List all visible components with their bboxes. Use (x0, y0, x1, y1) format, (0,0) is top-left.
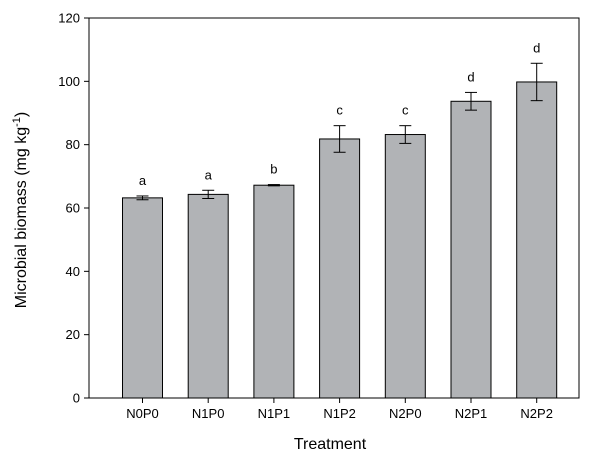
bar (384, 134, 426, 399)
bar (319, 138, 361, 399)
error-bar (202, 189, 215, 199)
y-axis-title-close: ) (13, 112, 30, 117)
y-tick-label: 80 (66, 137, 80, 152)
significance-label: c (336, 103, 343, 118)
x-tick-label: N1P1 (258, 406, 291, 421)
x-axis-ticks: N0P0 N1P0 N1P1 N1P2 N2P0 N2P1 N2P2 (126, 398, 553, 421)
y-tick-label: 120 (58, 11, 80, 26)
y-tick-label: 40 (66, 264, 80, 279)
error-bar (136, 195, 149, 201)
x-tick-label: N1P2 (323, 406, 356, 421)
x-tick-label: N0P0 (126, 406, 159, 421)
bar (253, 184, 295, 399)
x-tick-label: N2P2 (520, 406, 553, 421)
y-tick-label: 60 (66, 201, 80, 216)
x-axis-title: Treatment (294, 436, 367, 453)
error-bar (399, 125, 412, 144)
y-tick-label: 20 (66, 327, 80, 342)
error-bars (136, 62, 543, 201)
x-tick-label: N2P1 (455, 406, 488, 421)
error-bar (530, 62, 543, 102)
significance-label: b (270, 162, 277, 177)
error-bar (465, 91, 477, 111)
bar (122, 197, 163, 399)
significance-label: a (205, 167, 213, 182)
significance-label: d (467, 69, 474, 84)
y-axis-title: Microbial biomass (mg kg-1) (11, 112, 30, 309)
bar (516, 81, 558, 399)
significance-label: c (402, 103, 409, 118)
bar (450, 100, 492, 399)
y-axis-title-superscript: -1 (11, 117, 23, 127)
bars (122, 81, 558, 399)
y-axis-title-main: Microbial biomass (mg kg (13, 127, 30, 308)
y-tick-label: 100 (58, 74, 80, 89)
y-tick-label: 0 (73, 391, 80, 406)
bar (187, 193, 229, 399)
x-tick-label: N2P0 (389, 406, 422, 421)
x-tick-label: N1P0 (192, 406, 225, 421)
error-bar (267, 184, 280, 187)
error-bar (333, 125, 346, 153)
significance-label: d (533, 40, 540, 55)
significance-labels: a a b c c d d (139, 40, 540, 188)
significance-label: a (139, 173, 147, 188)
y-axis-ticks: 0 20 40 60 80 100 120 (58, 11, 89, 406)
